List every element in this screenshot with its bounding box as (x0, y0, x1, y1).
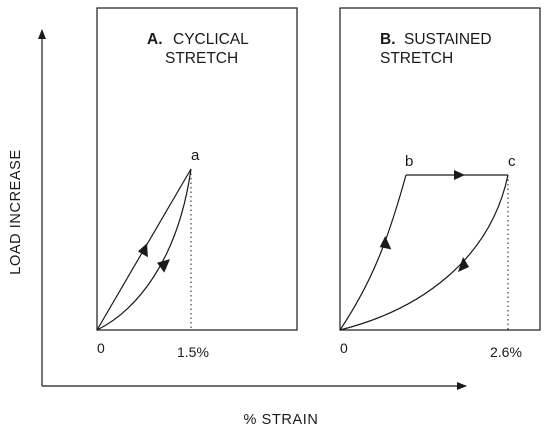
panel-a-strain-label: 1.5% (177, 344, 209, 360)
panel-b-point-b-label: b (405, 153, 413, 170)
panel-a-title-line2: STRETCH (165, 50, 238, 67)
panel-b-loading-branch (339, 174, 407, 331)
panel-a-unloading-branch (96, 168, 192, 331)
panel-b-frame (339, 7, 541, 331)
panel-a-frame (96, 7, 298, 331)
panel-b-title-line1: B. SUSTAINED (380, 31, 492, 48)
panel-b-point-c-label: c (508, 153, 516, 170)
panel-a-unloading-arrow (157, 259, 170, 273)
panel-b-origin-label: 0 (340, 340, 348, 356)
panel-b-strain-label: 2.6% (490, 344, 522, 360)
panel-b-title-line2: STRETCH (380, 50, 453, 67)
panel-b-letter: B. (380, 31, 396, 48)
panel-a-title-word1: CYCLICAL (173, 31, 249, 48)
panel-a-peak-label: a (191, 147, 200, 164)
panel-b: B. SUSTAINED STRETCH b c 0 2.6% (339, 7, 541, 360)
panel-a-letter: A. (147, 31, 163, 48)
panel-b-title-word1: SUSTAINED (404, 31, 492, 48)
panel-b-loading-arrow (379, 236, 392, 250)
panel-b-plateau-arrow (454, 170, 465, 180)
panel-b-unloading-arrow (458, 257, 469, 272)
y-axis-label: LOAD INCREASE (8, 149, 24, 274)
panel-a-title-line1: A. CYCLICAL (147, 31, 249, 48)
panel-b-unloading-branch (339, 174, 509, 331)
panel-a-origin-label: 0 (97, 340, 105, 356)
panel-a-loading-arrow (137, 243, 148, 258)
panel-a: A. CYCLICAL STRETCH a 0 1.5% (96, 7, 298, 360)
x-axis-label: % STRAIN (244, 412, 319, 428)
